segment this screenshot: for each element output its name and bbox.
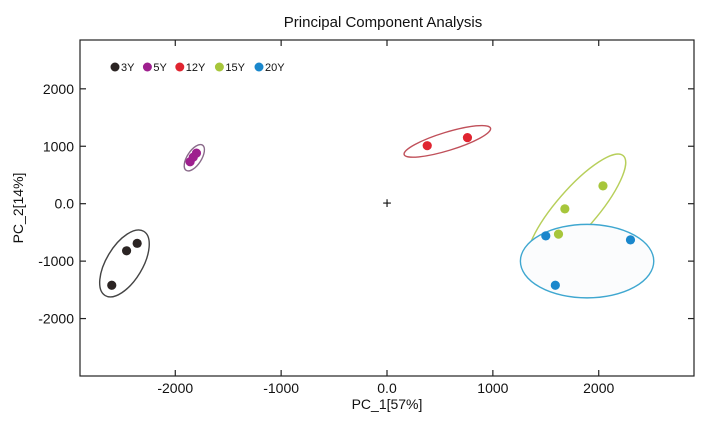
y-axis-label: PC_2[14%]: [10, 173, 26, 244]
y-tick-label: -2000: [38, 311, 74, 327]
point-3y: [107, 280, 117, 290]
point-15y: [560, 204, 570, 214]
point-15y: [598, 181, 608, 191]
legend-label-3y: 3Y: [121, 62, 135, 74]
point-3y: [121, 246, 132, 256]
x-axis-ticks: -2000 -1000 0.0 1000 2000: [157, 40, 615, 396]
ellipse-20y: [519, 223, 655, 299]
y-tick-label: -1000: [38, 253, 74, 269]
legend-label-20y: 20Y: [265, 62, 285, 74]
x-axis-label: PC_1[57%]: [352, 396, 423, 412]
point-20y: [541, 231, 551, 241]
confidence-ellipses: [98, 124, 655, 299]
x-tick-label: -2000: [157, 380, 193, 396]
chart-title: Principal Component Analysis: [284, 14, 482, 31]
point-5y: [191, 148, 202, 158]
origin-marker: +: [382, 196, 391, 213]
legend-label-5y: 5Y: [153, 62, 167, 74]
y-tick-label: 0.0: [55, 196, 75, 212]
point-12y: [462, 133, 473, 143]
legend-marker-3y: [110, 62, 120, 72]
x-tick-label: -1000: [263, 380, 299, 396]
legend-marker-20y: [254, 62, 264, 72]
legend-label-12y: 12Y: [186, 62, 206, 74]
legend-marker-12y: [175, 62, 185, 72]
x-tick-label: 0.0: [377, 380, 397, 396]
point-20y: [550, 280, 560, 290]
y-axis-ticks: 2000 1000 0.0 -1000 -2000: [38, 81, 694, 327]
data-points: [107, 133, 636, 290]
legend-marker-15y: [214, 62, 224, 72]
ellipse-12y: [403, 124, 492, 158]
y-tick-label: 2000: [43, 81, 74, 97]
ellipse-5y: [183, 143, 206, 172]
point-3y: [132, 238, 142, 248]
x-tick-label: 1000: [477, 380, 508, 396]
legend-label-15y: 15Y: [225, 62, 245, 74]
y-tick-label: 1000: [43, 138, 74, 154]
point-12y: [422, 141, 432, 151]
point-15y: [553, 229, 564, 239]
legend: 3Y 5Y 12Y 15Y 20Y: [110, 62, 285, 74]
legend-marker-5y: [142, 62, 152, 72]
point-20y: [625, 235, 636, 245]
ellipse-3y: [98, 229, 150, 298]
x-tick-label: 2000: [583, 380, 614, 396]
